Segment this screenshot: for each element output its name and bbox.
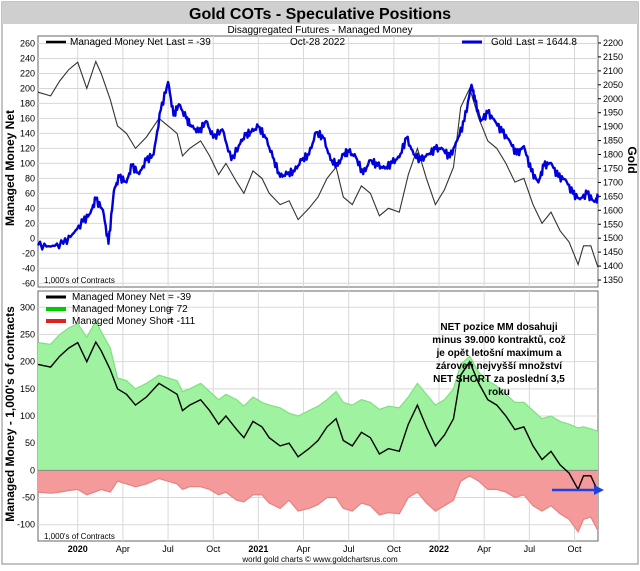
x-tick-label: Oct (568, 544, 583, 554)
top-left-tick-label: -40 (22, 263, 35, 273)
gold-price-line (36, 80, 600, 251)
x-tick-label: Apr (297, 544, 311, 554)
bottom-tick-label: -100 (17, 520, 35, 530)
annotation-line: je opět letošní maximum a (435, 348, 561, 359)
top-right-tick-label: 1950 (603, 108, 623, 118)
x-tick-label: Apr (477, 544, 491, 554)
top-left-tick-label: 160 (20, 113, 35, 123)
x-axis: 2020 Apr Jul Oct 2021 Apr Jul Oct 2022 Apr Jul Oct (68, 544, 582, 554)
top-left-tick-label: 0 (30, 233, 35, 243)
top-right-tick-label: 1850 (603, 136, 623, 146)
arrow-annotation (552, 485, 604, 495)
x-tick-label: 2021 (248, 544, 268, 554)
top-panel: -60 -40 -20 0 20 40 60 80 100 120 140 160 180 200 220 2… (20, 35, 623, 288)
top-left-tick-label: -20 (22, 248, 35, 258)
top-left-tick-label: 180 (20, 98, 35, 108)
bottom-net-line (37, 340, 599, 492)
top-left-tick-label: 200 (20, 83, 35, 93)
top-right-tick-label: 2150 (603, 52, 623, 62)
chart-title: Gold COTs - Speculative Positions (189, 6, 451, 23)
top-right-tick-label: 1800 (603, 150, 623, 160)
top-left-tick-label: 40 (25, 203, 35, 213)
bottom-panel: -100 -50 0 50 100 150 200 250 300 (17, 290, 599, 542)
bottom-tick-label: 0 (30, 465, 35, 475)
legend-bottom-long-value: = 72 (168, 304, 188, 315)
bottom-tick-label: 200 (20, 357, 35, 367)
x-tick-label: Oct (387, 544, 402, 554)
top-left-tick-label: 260 (20, 38, 35, 48)
top-right-tick-label: 1350 (603, 275, 623, 285)
x-tick-label: 2022 (429, 544, 449, 554)
x-tick-label: Oct (206, 544, 221, 554)
annotation-line: zároveň nejvyšší množství (436, 361, 563, 372)
legend-bottom-net-value: = -39 (168, 292, 192, 303)
top-right-tick-label: 1700 (603, 177, 623, 187)
x-tick-label: Jul (162, 544, 174, 554)
top-right-tick-label: 1600 (603, 205, 623, 215)
legend-bottom-short-value: = -111 (168, 316, 196, 327)
annotation-line: NET SHORT za poslední 3,5 (433, 374, 565, 385)
annotation: NET pozice MM dosahuji minus 39.000 kont… (432, 322, 565, 398)
legend-net-last: Last = -39 (166, 37, 211, 48)
legend-bottom-long-label: Managed Money Long (72, 304, 172, 315)
bottom-tick-label: -50 (22, 493, 35, 503)
footer-credit: world gold charts © www.goldchartsrus.co… (241, 555, 398, 564)
top-right-tick-label: 1550 (603, 219, 623, 229)
annotation-line: minus 39.000 kontraktů, což (432, 334, 565, 346)
top-right-tick-label: 2050 (603, 80, 623, 90)
top-right-tick-label: 2200 (603, 38, 623, 48)
x-tick-label: Jul (524, 544, 536, 554)
legend-bottom-net-label: Managed Money Net (72, 292, 165, 303)
top-right-tick-label: 1650 (603, 191, 623, 201)
top-left-tick-label: 80 (25, 173, 35, 183)
legend-gold-label: Gold (491, 37, 512, 48)
bottom-tick-label: 100 (20, 411, 35, 421)
long-line (37, 319, 599, 432)
x-tick-label: Apr (116, 544, 130, 554)
bottom-tick-label: 250 (20, 329, 35, 339)
top-left-tick-label: 240 (20, 53, 35, 63)
short-area (38, 470, 598, 532)
bottom-tick-label: 300 (20, 302, 35, 312)
top-units-note: 1,000's of Contracts (44, 276, 115, 285)
top-left-tick-label: 20 (25, 218, 35, 228)
top-right-tick-label: 1500 (603, 233, 623, 243)
top-left-tick-label: 100 (20, 158, 35, 168)
long-area (38, 320, 598, 471)
annotation-line: roku (488, 387, 510, 398)
title-bar (2, 2, 638, 24)
legend-bottom-short-label: Managed Money Short (72, 316, 173, 327)
bottom-tick-label: 150 (20, 384, 35, 394)
annotation-line: NET pozice MM dosahuji (440, 322, 557, 333)
legend-date: Oct-28 2022 (290, 37, 345, 48)
top-left-tick-label: 140 (20, 128, 35, 138)
short-line (37, 475, 599, 534)
top-right-tick-label: 2000 (603, 94, 623, 104)
top-left-tick-label: 120 (20, 143, 35, 153)
chart-subtitle: Disaggregated Futures - Managed Money (227, 25, 412, 36)
bottom-ylabel: Managed Money - 1,000's of contracts (3, 306, 17, 522)
top-right-tick-label: 1900 (603, 122, 623, 132)
top-left-tick-label: -60 (22, 278, 35, 288)
top-right-tick-label: 2100 (603, 66, 623, 76)
legend-gold-last: Last = 1644.8 (516, 37, 577, 48)
top-left-tick-label: 220 (20, 68, 35, 78)
top-ylabel-right: Gold (625, 146, 639, 173)
bottom-units-note: 1,000's of Contracts (44, 532, 115, 541)
legend-net-label: Managed Money Net (70, 37, 163, 48)
top-right-tick-label: 1450 (603, 247, 623, 257)
top-right-tick-label: 1400 (603, 261, 623, 271)
top-ylabel-left: Managed Money Net (3, 110, 17, 226)
x-tick-label: 2020 (68, 544, 88, 554)
top-left-tick-label: 60 (25, 188, 35, 198)
net-line (37, 59, 599, 268)
top-right-tick-label: 1750 (603, 163, 623, 173)
arrow-head (594, 485, 604, 495)
x-tick-label: Jul (343, 544, 355, 554)
bottom-tick-label: 50 (25, 438, 35, 448)
